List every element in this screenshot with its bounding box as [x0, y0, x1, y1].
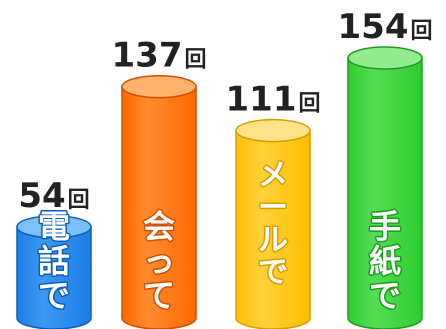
- bar-label-char: で: [369, 277, 401, 315]
- bar-value-unit: 回: [68, 188, 90, 213]
- bar-value-label: 137: [112, 36, 183, 76]
- bar-label-char: メ: [258, 158, 288, 193]
- bar-value-label: 111: [226, 80, 297, 120]
- bar-value-label: 54: [18, 176, 65, 216]
- bar-label-char: 会: [143, 208, 175, 246]
- bar-label-char: ー: [258, 190, 288, 225]
- bar-top: [347, 46, 423, 70]
- bar-top: [16, 215, 92, 239]
- bar-label-char: て: [143, 277, 175, 315]
- bar-top: [235, 118, 311, 143]
- bar-label-char: 手: [369, 208, 401, 246]
- bar-value-unit: 回: [410, 19, 432, 44]
- bar-top: [121, 74, 197, 99]
- bar-value-label: 154: [338, 7, 409, 47]
- bar-label-char: ル: [258, 223, 288, 258]
- bar-label-char: 紙: [369, 242, 401, 280]
- bar-label-char: っ: [143, 242, 175, 280]
- bar-label-char: 電: [38, 208, 70, 246]
- bar-value-unit: 回: [298, 92, 320, 117]
- bar-label-char: で: [38, 277, 70, 315]
- bar-label-char: で: [258, 255, 288, 290]
- bar-1: 電話で 54 回: [16, 176, 92, 329]
- bar-2: 会って 137 回: [112, 36, 207, 329]
- bar-4: 手紙で 154 回: [338, 7, 433, 329]
- bar-label-char: 話: [38, 242, 70, 280]
- bar-value-unit: 回: [184, 48, 206, 73]
